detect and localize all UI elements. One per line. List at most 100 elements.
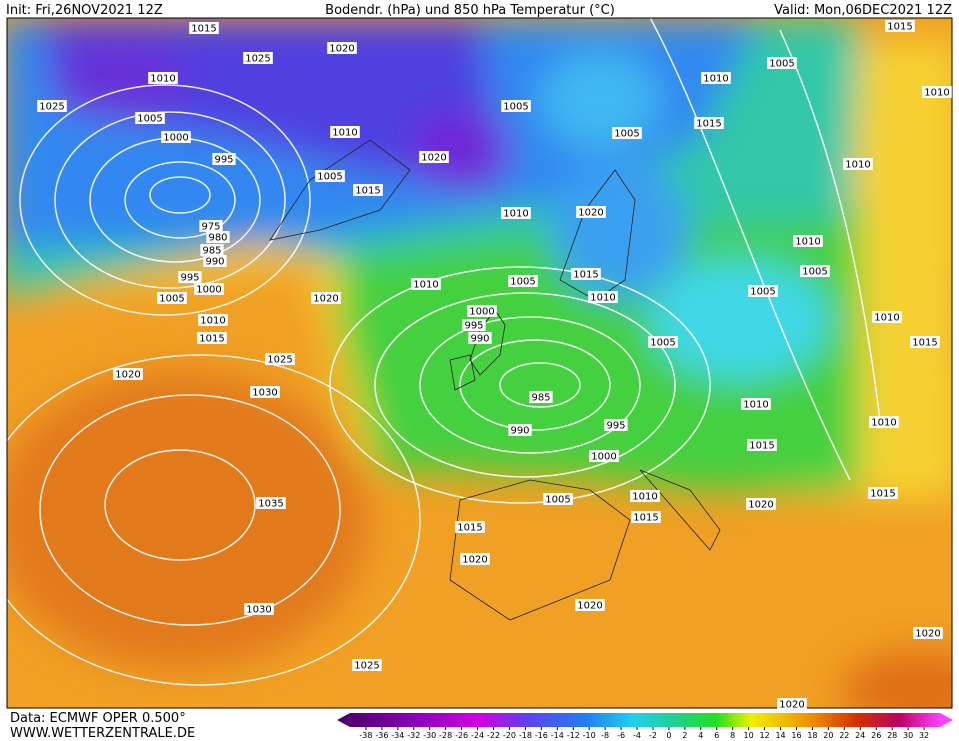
colorbar-tick-label: 14 <box>775 731 785 740</box>
isobar-labels: 1015102510201010102510051000995975980985… <box>37 20 952 711</box>
isobar-label-box <box>468 332 492 344</box>
isobar-label: 985 <box>531 393 550 404</box>
isobar-label-box <box>462 319 486 331</box>
isobar-label: 1015 <box>355 186 380 197</box>
isobar-label-box <box>741 398 771 410</box>
colorbar-tick-label: 16 <box>791 731 801 740</box>
isobar-label-box <box>353 184 383 196</box>
colorbar-tick-label: -2 <box>649 731 657 740</box>
isobar-label: 1010 <box>871 418 896 429</box>
isobar-label-box <box>194 283 224 295</box>
isobar-label-box <box>352 659 382 671</box>
isobar-label: 1005 <box>614 129 639 140</box>
colorbar-tick-label: -24 <box>471 731 484 740</box>
isobar-label-box <box>869 416 899 428</box>
colorbar-tick-label: 0 <box>666 731 671 740</box>
isobar-label: 985 <box>202 246 221 257</box>
isobar-label-box <box>746 498 776 510</box>
colorbar-tick-label: 30 <box>903 731 913 740</box>
colorbar-tick-label: -12 <box>567 731 580 740</box>
isobar-label: 1015 <box>749 441 774 452</box>
isobar-label: 1015 <box>887 22 912 33</box>
colorbar-tick-label: -8 <box>601 731 609 740</box>
colorbar-tick-label: -20 <box>503 731 516 740</box>
isobar-label-box <box>631 511 661 523</box>
isobar-label: 1010 <box>200 316 225 327</box>
isobar-label-box <box>910 336 940 348</box>
isobar-label: 990 <box>205 257 224 268</box>
colorbar-tick-label: -28 <box>439 731 452 740</box>
isobar-label-box <box>200 244 224 256</box>
isobar-label: 1010 <box>845 160 870 171</box>
isobar-label-box <box>748 285 778 297</box>
isobar-label-box <box>843 158 873 170</box>
colorbar-tick-label: -32 <box>407 731 420 740</box>
valid-label: Valid: Mon,06DEC2021 12Z <box>774 3 952 18</box>
isobar-label: 1020 <box>313 294 338 305</box>
isobar-label: 1010 <box>703 74 728 85</box>
colorbar-tick-label: 8 <box>730 731 735 740</box>
isobar-label: 1020 <box>462 555 487 566</box>
isobar-label: 1020 <box>748 500 773 511</box>
isobar-label-box <box>630 490 660 502</box>
isobar-label-box <box>244 603 274 615</box>
isobar-label-box <box>604 419 628 431</box>
isobar-label: 1000 <box>591 452 616 463</box>
isobar-label: 1005 <box>317 172 342 183</box>
isobar-label-box <box>576 206 606 218</box>
isobar-label-box <box>777 698 807 710</box>
colorbar-tick-label: -18 <box>519 731 532 740</box>
isobar-label: 990 <box>510 426 529 437</box>
isobar-label-box <box>327 42 357 54</box>
isobar-label: 1000 <box>196 285 221 296</box>
data-source: Data: ECMWF OPER 0.500° <box>10 711 186 726</box>
isobar-label: 1005 <box>802 267 827 278</box>
isobar-label-box <box>508 424 532 436</box>
colorbar-tick-label: -26 <box>455 731 468 740</box>
isobar-label-box <box>212 153 236 165</box>
colorbar-tick-label: -6 <box>617 731 625 740</box>
isobar-label: 1030 <box>246 605 271 616</box>
isobar-label-box <box>206 231 230 243</box>
isobar-label-box <box>189 22 219 34</box>
isobar-label-box <box>467 305 497 317</box>
isobar-label-box <box>203 255 227 267</box>
isobar-label: 1035 <box>258 499 283 510</box>
colorbar-tick-label: 6 <box>714 731 719 740</box>
isobar-label: 1010 <box>590 293 615 304</box>
isobar-label: 995 <box>606 421 625 432</box>
isobar-label: 1010 <box>924 88 949 99</box>
colorbar-tick-label: -38 <box>359 731 372 740</box>
isobar-label: 1010 <box>413 280 438 291</box>
isobar-label-box <box>872 311 902 323</box>
isobar-label: 980 <box>208 233 227 244</box>
isobar-label: 1005 <box>503 102 528 113</box>
colorbar-tick-label: 32 <box>919 731 929 740</box>
isobar-label: 1005 <box>750 287 775 298</box>
isobar-label: 1015 <box>870 489 895 500</box>
colorbar-tick-label: 28 <box>887 731 897 740</box>
isobar-label-box <box>265 353 295 365</box>
colorbar-tick-label: -16 <box>535 731 548 740</box>
isobar-label-box <box>135 112 165 124</box>
isobar-label-box <box>508 275 538 287</box>
colorbar-tick-label: 2 <box>682 731 687 740</box>
isobar-label-box <box>747 439 777 451</box>
isobar-label-box <box>37 100 67 112</box>
isobar-label: 1020 <box>115 370 140 381</box>
isobar-label: 1005 <box>510 277 535 288</box>
isobar-label-box <box>868 487 898 499</box>
isobar-label-box <box>178 271 202 283</box>
isobar-label-box <box>411 278 441 290</box>
isobar-label: 1005 <box>545 495 570 506</box>
isobar-label: 1010 <box>743 400 768 411</box>
colorbar-tick-label: -10 <box>583 731 596 740</box>
site-label: WWW.WETTERZENTRALE.DE <box>10 726 195 741</box>
isobar-label-box <box>198 314 228 326</box>
isobar-label: 1015 <box>199 334 224 345</box>
isobar-label-box <box>199 220 223 232</box>
isobar-label: 1015 <box>573 270 598 281</box>
colorbar-tick-label: -14 <box>551 731 564 740</box>
isobar-label-box <box>256 497 286 509</box>
